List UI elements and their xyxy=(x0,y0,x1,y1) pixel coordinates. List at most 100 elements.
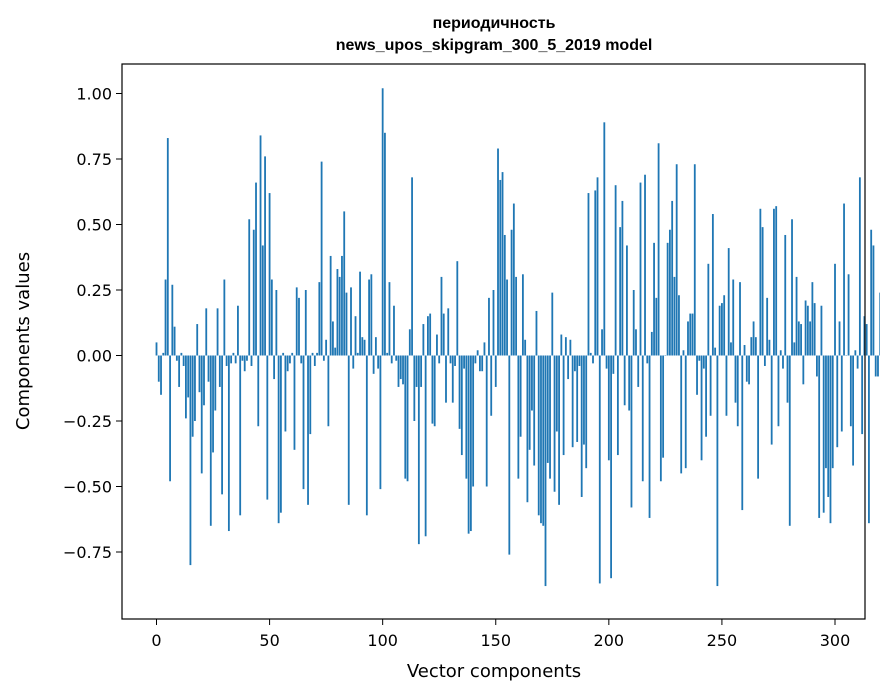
bar-61 xyxy=(293,355,296,450)
bar-82 xyxy=(341,255,343,356)
bar-149 xyxy=(492,290,495,356)
bar-16 xyxy=(191,355,194,437)
bar-101 xyxy=(384,132,386,356)
y-tick-label: −0.75 xyxy=(63,543,112,562)
bar-319 xyxy=(877,355,879,377)
bar-269 xyxy=(763,355,766,366)
bar-309 xyxy=(854,350,857,356)
bar-318 xyxy=(874,355,877,377)
bar-188 xyxy=(580,355,583,497)
bar-107 xyxy=(397,355,400,387)
bar-215 xyxy=(641,355,644,482)
y-axis-ticks: −0.75 −0.50 −0.25 0.00 0.25 0.50 0.75 1.00 xyxy=(63,85,122,562)
bar-304 xyxy=(843,203,845,356)
bar-205 xyxy=(619,227,622,356)
bar-133 xyxy=(456,261,459,356)
bar-230 xyxy=(675,164,678,356)
bar-220 xyxy=(653,242,655,356)
bar-218 xyxy=(648,355,651,518)
y-tick-label: 0.50 xyxy=(76,216,112,235)
bar-317 xyxy=(872,245,875,356)
bar-80 xyxy=(336,269,339,356)
bar-135 xyxy=(460,355,463,456)
bar-12 xyxy=(182,355,185,366)
bar-271 xyxy=(768,339,771,356)
x-axis-ticks: 0 50 100 150 200 250 300 xyxy=(151,619,850,650)
bar-49 xyxy=(266,355,269,500)
bar-123 xyxy=(433,355,436,427)
bar-147 xyxy=(488,297,490,356)
bar-122 xyxy=(431,355,434,424)
bar-21 xyxy=(203,355,205,406)
bar-88 xyxy=(354,316,357,356)
bar-5 xyxy=(166,138,169,356)
bar-43 xyxy=(252,229,255,356)
bar-81 xyxy=(338,276,341,356)
bar-50 xyxy=(268,193,271,356)
bar-216 xyxy=(644,174,646,356)
bar-64 xyxy=(300,355,303,364)
bar-30 xyxy=(223,279,226,356)
bar-239 xyxy=(696,355,698,395)
y-tick-label: −0.25 xyxy=(63,412,112,431)
bar-58 xyxy=(286,355,289,372)
bar-191 xyxy=(587,193,590,356)
bar-268 xyxy=(761,227,764,356)
bar-94 xyxy=(368,279,370,356)
bar-201 xyxy=(610,355,612,579)
bar-203 xyxy=(614,185,617,356)
bar-38 xyxy=(241,355,244,361)
bar-145 xyxy=(483,342,486,356)
y-tick-label: 0.25 xyxy=(76,281,112,300)
bar-167 xyxy=(533,355,536,466)
bar-56 xyxy=(282,352,285,356)
bar-40 xyxy=(246,355,248,361)
bar-32 xyxy=(227,355,230,532)
bar-65 xyxy=(302,355,305,490)
bar-86 xyxy=(350,287,352,356)
bar-197 xyxy=(601,329,603,356)
bar-66 xyxy=(304,290,307,356)
bar-278 xyxy=(784,234,787,356)
bar-163 xyxy=(524,339,527,356)
bar-14 xyxy=(187,355,190,398)
bar-214 xyxy=(639,182,642,356)
bar-18 xyxy=(196,324,199,356)
bar-208 xyxy=(626,245,628,356)
bar-8 xyxy=(173,326,176,356)
bar-243 xyxy=(705,355,707,437)
bar-70 xyxy=(313,355,316,366)
bar-274 xyxy=(775,206,778,356)
bar-200 xyxy=(607,355,610,461)
bar-190 xyxy=(585,355,588,469)
bar-173 xyxy=(546,355,549,463)
bar-137 xyxy=(465,355,468,479)
bar-90 xyxy=(359,271,361,356)
bar-226 xyxy=(666,242,669,356)
bar-228 xyxy=(671,200,674,356)
bar-121 xyxy=(429,313,432,356)
bar-288 xyxy=(806,305,809,356)
bar-253 xyxy=(727,248,730,356)
bar-106 xyxy=(395,355,398,361)
chart-title-line-1: периодичность xyxy=(433,15,556,32)
bar-87 xyxy=(352,355,355,369)
bar-166 xyxy=(531,355,533,411)
bar-180 xyxy=(562,355,565,456)
bar-176 xyxy=(553,355,556,492)
bar-120 xyxy=(427,316,429,356)
bar-92 xyxy=(363,339,366,356)
bar-177 xyxy=(555,355,558,432)
bar-270 xyxy=(766,297,769,356)
bar-294 xyxy=(820,305,823,356)
bar-248 xyxy=(716,355,719,587)
bar-300 xyxy=(834,263,836,356)
bar-24 xyxy=(209,355,212,526)
bar-244 xyxy=(707,263,710,356)
bar-41 xyxy=(248,219,251,356)
bar-196 xyxy=(598,355,601,584)
bar-78 xyxy=(332,321,334,356)
bar-11 xyxy=(180,352,183,356)
bar-126 xyxy=(440,276,443,356)
bar-231 xyxy=(678,295,680,356)
